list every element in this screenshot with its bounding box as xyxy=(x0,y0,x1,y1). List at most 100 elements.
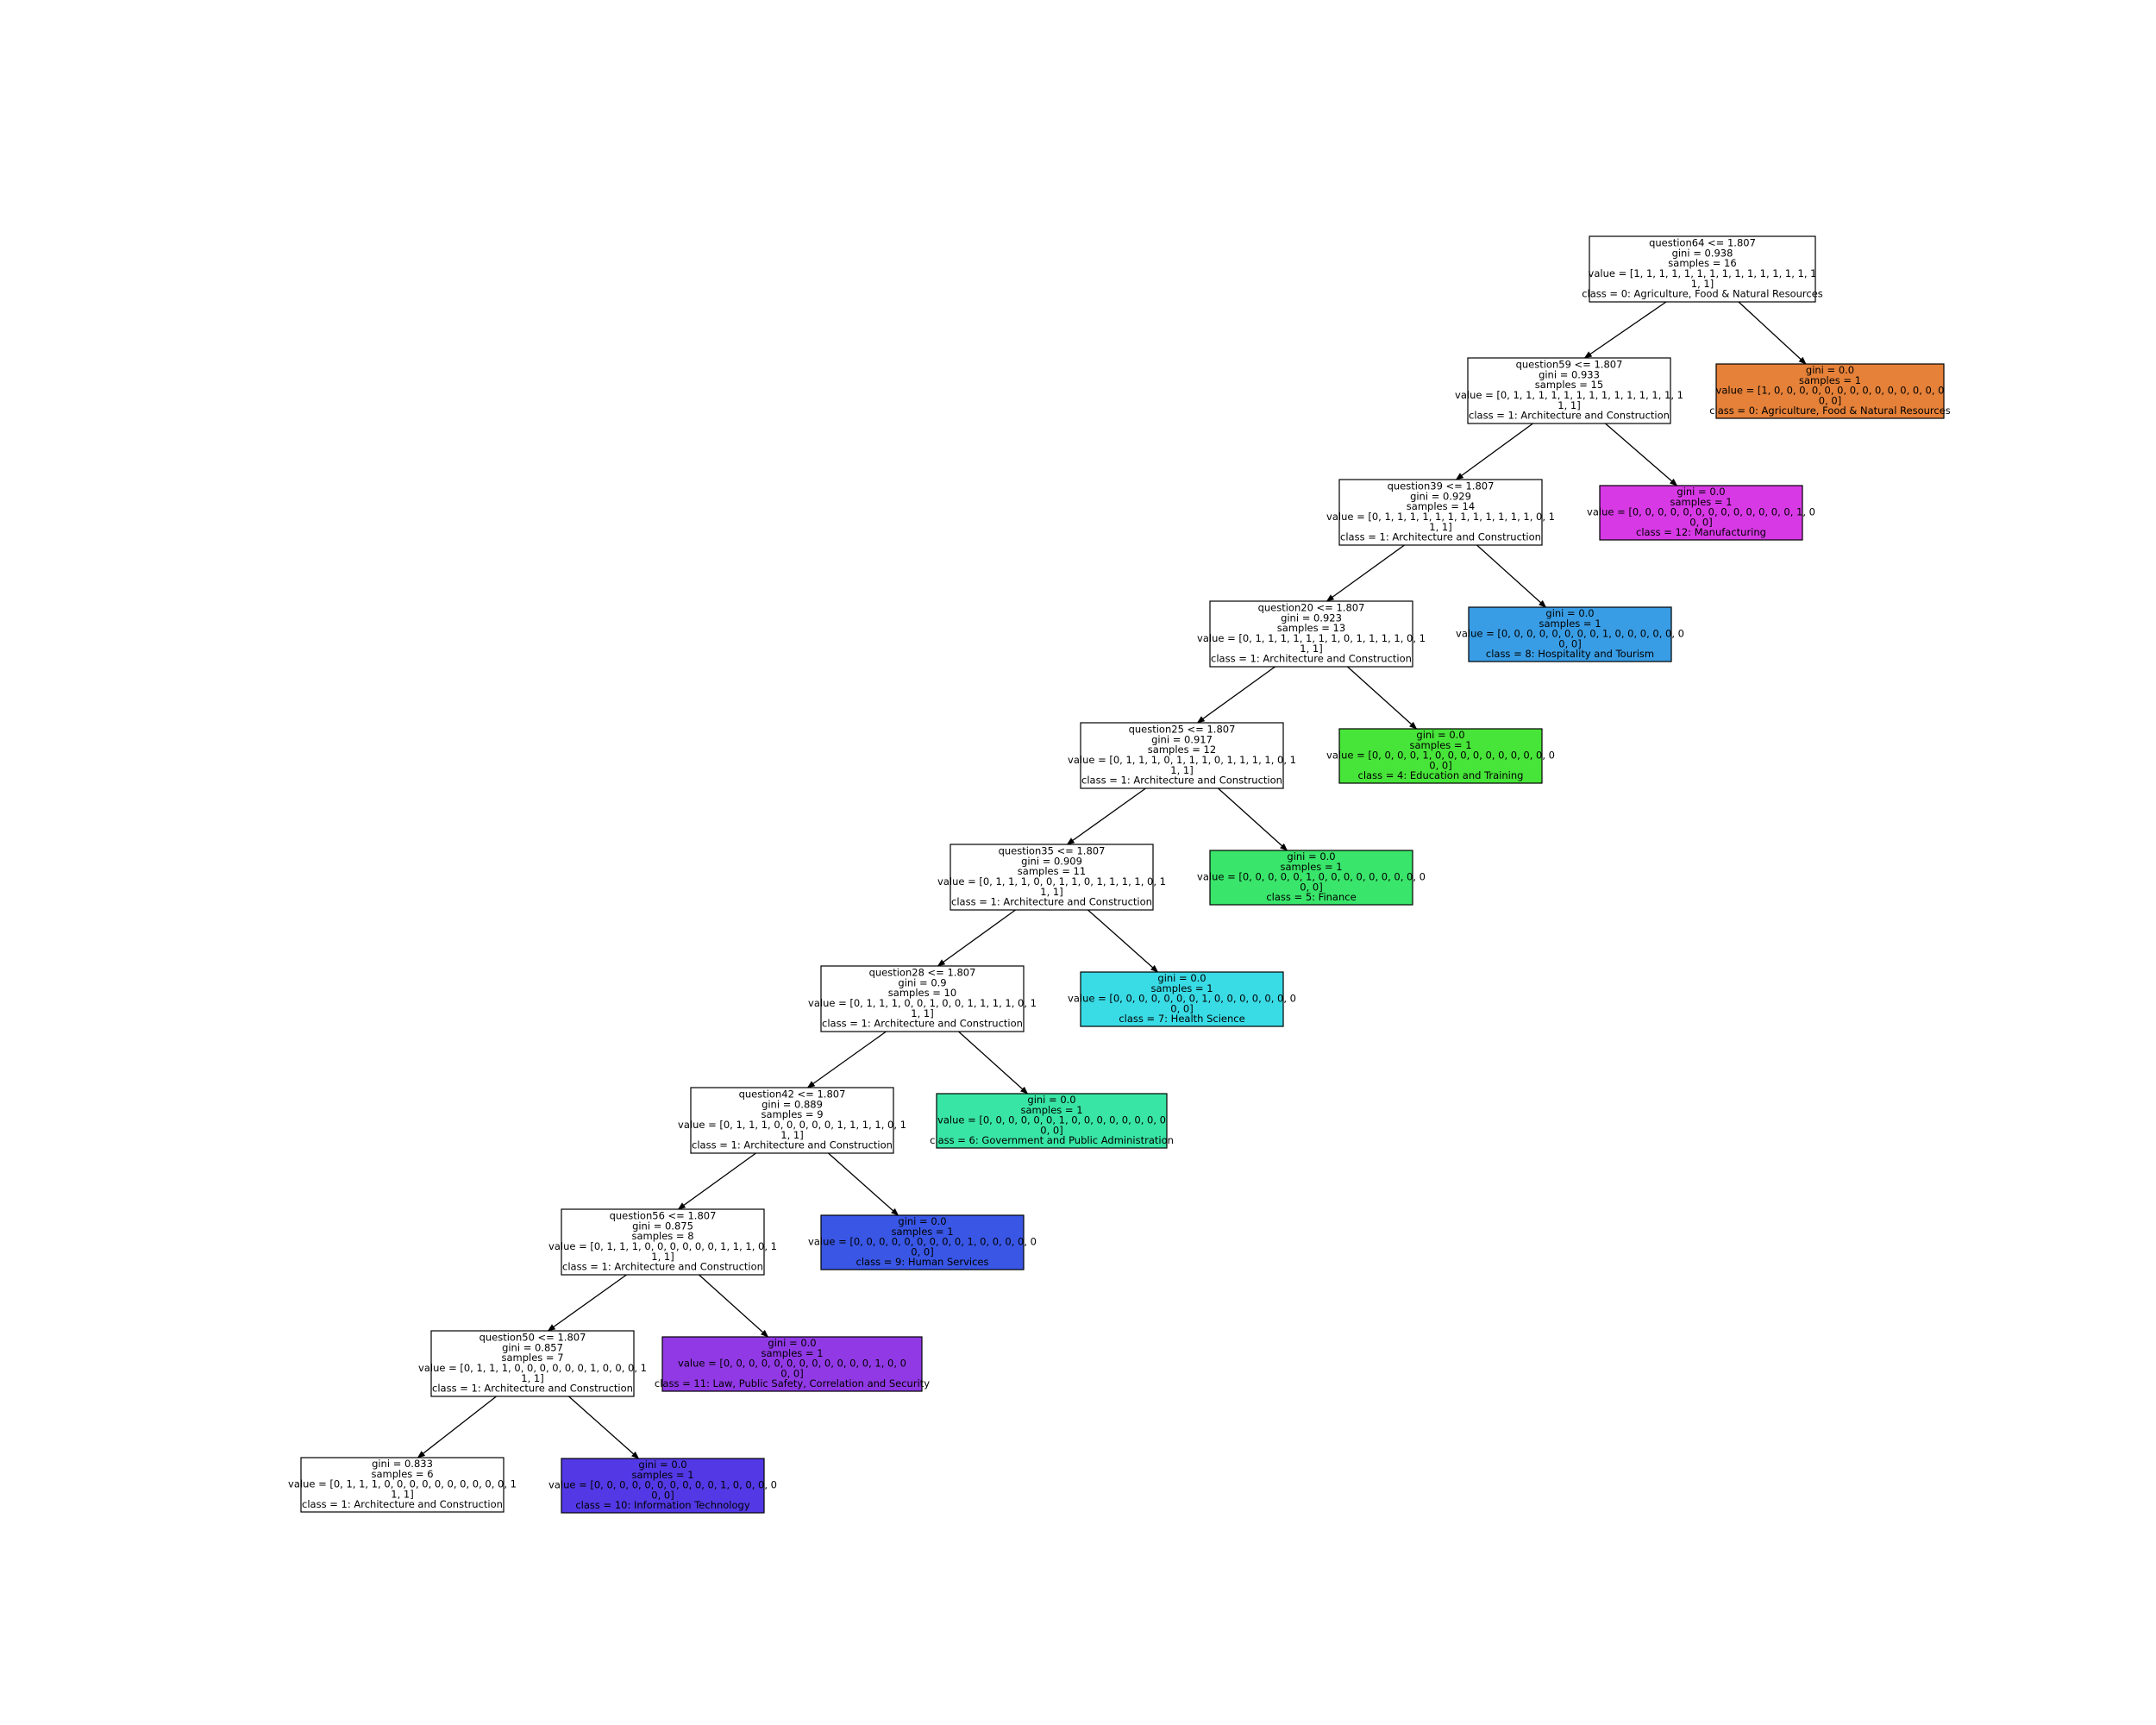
edge-n15-n18 xyxy=(699,1274,769,1338)
node-text-line: gini = 0.0 xyxy=(1545,607,1594,619)
node-text-line: value = [0, 1, 1, 1, 0, 0, 1, 1, 0, 1, 1… xyxy=(937,875,1166,888)
node-text-line: class = 10: Information Technology xyxy=(575,1499,749,1511)
node-text-line: value = [0, 1, 1, 1, 0, 0, 1, 0, 0, 1, 1… xyxy=(808,997,1037,1009)
node-text-line: value = [1, 1, 1, 1, 1, 1, 1, 1, 1, 1, 1… xyxy=(1589,267,1817,279)
edge-n11-n14 xyxy=(958,1031,1029,1095)
node-box xyxy=(1589,235,1816,303)
node-text-line: 0, 0] xyxy=(651,1489,674,1501)
edge-n13-n15 xyxy=(677,1152,756,1210)
node-text-line: samples = 1 xyxy=(1150,982,1213,994)
node-text-line: class = 1: Architecture and Construction xyxy=(562,1261,763,1273)
node-text-line: class = 8: Hospitality and Tourism xyxy=(1486,648,1654,660)
node-text-line: question28 <= 1.807 xyxy=(869,967,976,979)
node-text-line: question50 <= 1.807 xyxy=(479,1332,586,1344)
node-text-line: question25 <= 1.807 xyxy=(1129,724,1236,736)
node-text-line: question39 <= 1.807 xyxy=(1388,480,1495,492)
node-box xyxy=(820,1214,1025,1270)
node-text-line: gini = 0.875 xyxy=(632,1220,693,1232)
node-box xyxy=(1715,363,1945,419)
edge-n13-n16 xyxy=(828,1152,899,1216)
node-text-line: 1, 1] xyxy=(1170,764,1193,776)
node-text-line: value = [0, 0, 0, 0, 0, 1, 0, 0, 0, 0, 0… xyxy=(1197,871,1426,883)
node-text-line: 0, 0] xyxy=(1689,516,1712,528)
node-text-line: samples = 1 xyxy=(1539,618,1601,630)
node-text-line: 1, 1] xyxy=(911,1007,933,1019)
node-text-line: samples = 9 xyxy=(761,1108,823,1120)
node-text-line: 1, 1] xyxy=(780,1129,803,1141)
node-text-line: gini = 0.909 xyxy=(1021,855,1082,867)
node-text-line: samples = 1 xyxy=(631,1469,693,1481)
node-text-line: class = 1: Architecture and Construction xyxy=(432,1383,633,1395)
node-text-line: value = [0, 1, 1, 1, 0, 0, 0, 0, 0, 0, 0… xyxy=(288,1478,517,1490)
edge-n5-n7 xyxy=(1196,666,1275,724)
node-text-line: 0, 0] xyxy=(1558,637,1581,649)
node-box xyxy=(820,965,1025,1032)
node-text-line: samples = 16 xyxy=(1668,257,1736,269)
node-box xyxy=(1080,971,1284,1027)
edge-n15-n17 xyxy=(547,1274,627,1332)
tree-edges xyxy=(417,301,1807,1459)
node-box xyxy=(1209,850,1413,906)
node-text-line: 1, 1] xyxy=(1429,521,1451,533)
edge-n17-n20 xyxy=(568,1396,640,1459)
node-text-line: samples = 10 xyxy=(888,987,956,999)
node-text-line: class = 1: Architecture and Construction xyxy=(951,896,1152,908)
node-text-line: 1, 1] xyxy=(1691,278,1714,290)
node-text-line: 1, 1] xyxy=(521,1372,543,1384)
node-box xyxy=(1468,606,1672,662)
edge-n3-n6 xyxy=(1476,544,1547,608)
node-text-line: class = 0: Agriculture, Food & Natural R… xyxy=(1582,288,1823,300)
node-text-line: 0, 0] xyxy=(1170,1002,1193,1014)
node-box xyxy=(661,1336,923,1392)
node-text-line: samples = 11 xyxy=(1018,865,1086,877)
node-text-line: value = [0, 1, 1, 1, 0, 0, 0, 0, 0, 0, 1… xyxy=(548,1240,777,1252)
node-text-line: gini = 0.9 xyxy=(898,976,946,988)
node-box xyxy=(561,1458,765,1514)
node-text-line: samples = 1 xyxy=(1280,861,1342,873)
node-text-line: samples = 15 xyxy=(1535,379,1603,391)
node-text-line: samples = 12 xyxy=(1148,743,1216,756)
node-text-line: question35 <= 1.807 xyxy=(999,845,1106,857)
node-text-line: gini = 0.0 xyxy=(1157,972,1206,984)
node-box xyxy=(1080,722,1284,789)
node-text-line: samples = 6 xyxy=(371,1468,433,1480)
node-text-line: samples = 1 xyxy=(1799,374,1861,386)
node-text-line: value = [0, 1, 1, 1, 1, 1, 1, 1, 1, 1, 1… xyxy=(1455,389,1683,401)
node-text-line: 0, 0] xyxy=(1040,1124,1062,1136)
node-text-line: class = 1: Architecture and Construction xyxy=(302,1498,503,1510)
edge-n1-n3 xyxy=(1455,423,1533,480)
node-text-line: class = 0: Agriculture, Food & Natural R… xyxy=(1709,405,1951,417)
node-text-line: class = 5: Finance xyxy=(1266,891,1356,903)
node-text-line: value = [0, 0, 0, 0, 0, 0, 0, 0, 0, 0, 1… xyxy=(548,1479,777,1491)
node-text-line: 0, 0] xyxy=(1300,881,1322,893)
edge-n5-n8 xyxy=(1347,666,1418,730)
node-text-line: value = [0, 0, 0, 0, 1, 0, 0, 0, 0, 0, 0… xyxy=(1326,750,1555,762)
node-text-line: samples = 1 xyxy=(891,1226,953,1238)
node-text-line: samples = 13 xyxy=(1277,622,1345,634)
node-text-line: samples = 7 xyxy=(501,1352,563,1364)
node-text-line: gini = 0.0 xyxy=(638,1458,686,1471)
node-text-line: class = 1: Architecture and Construction xyxy=(1340,531,1541,543)
node-box xyxy=(1338,728,1543,784)
node-box xyxy=(561,1208,765,1276)
node-text-line: samples = 1 xyxy=(1409,739,1471,751)
node-text-line: value = [0, 0, 0, 0, 0, 0, 1, 0, 0, 0, 0… xyxy=(937,1114,1166,1126)
node-text-line: question20 <= 1.807 xyxy=(1258,602,1365,614)
edge-n7-n9 xyxy=(1066,787,1146,845)
